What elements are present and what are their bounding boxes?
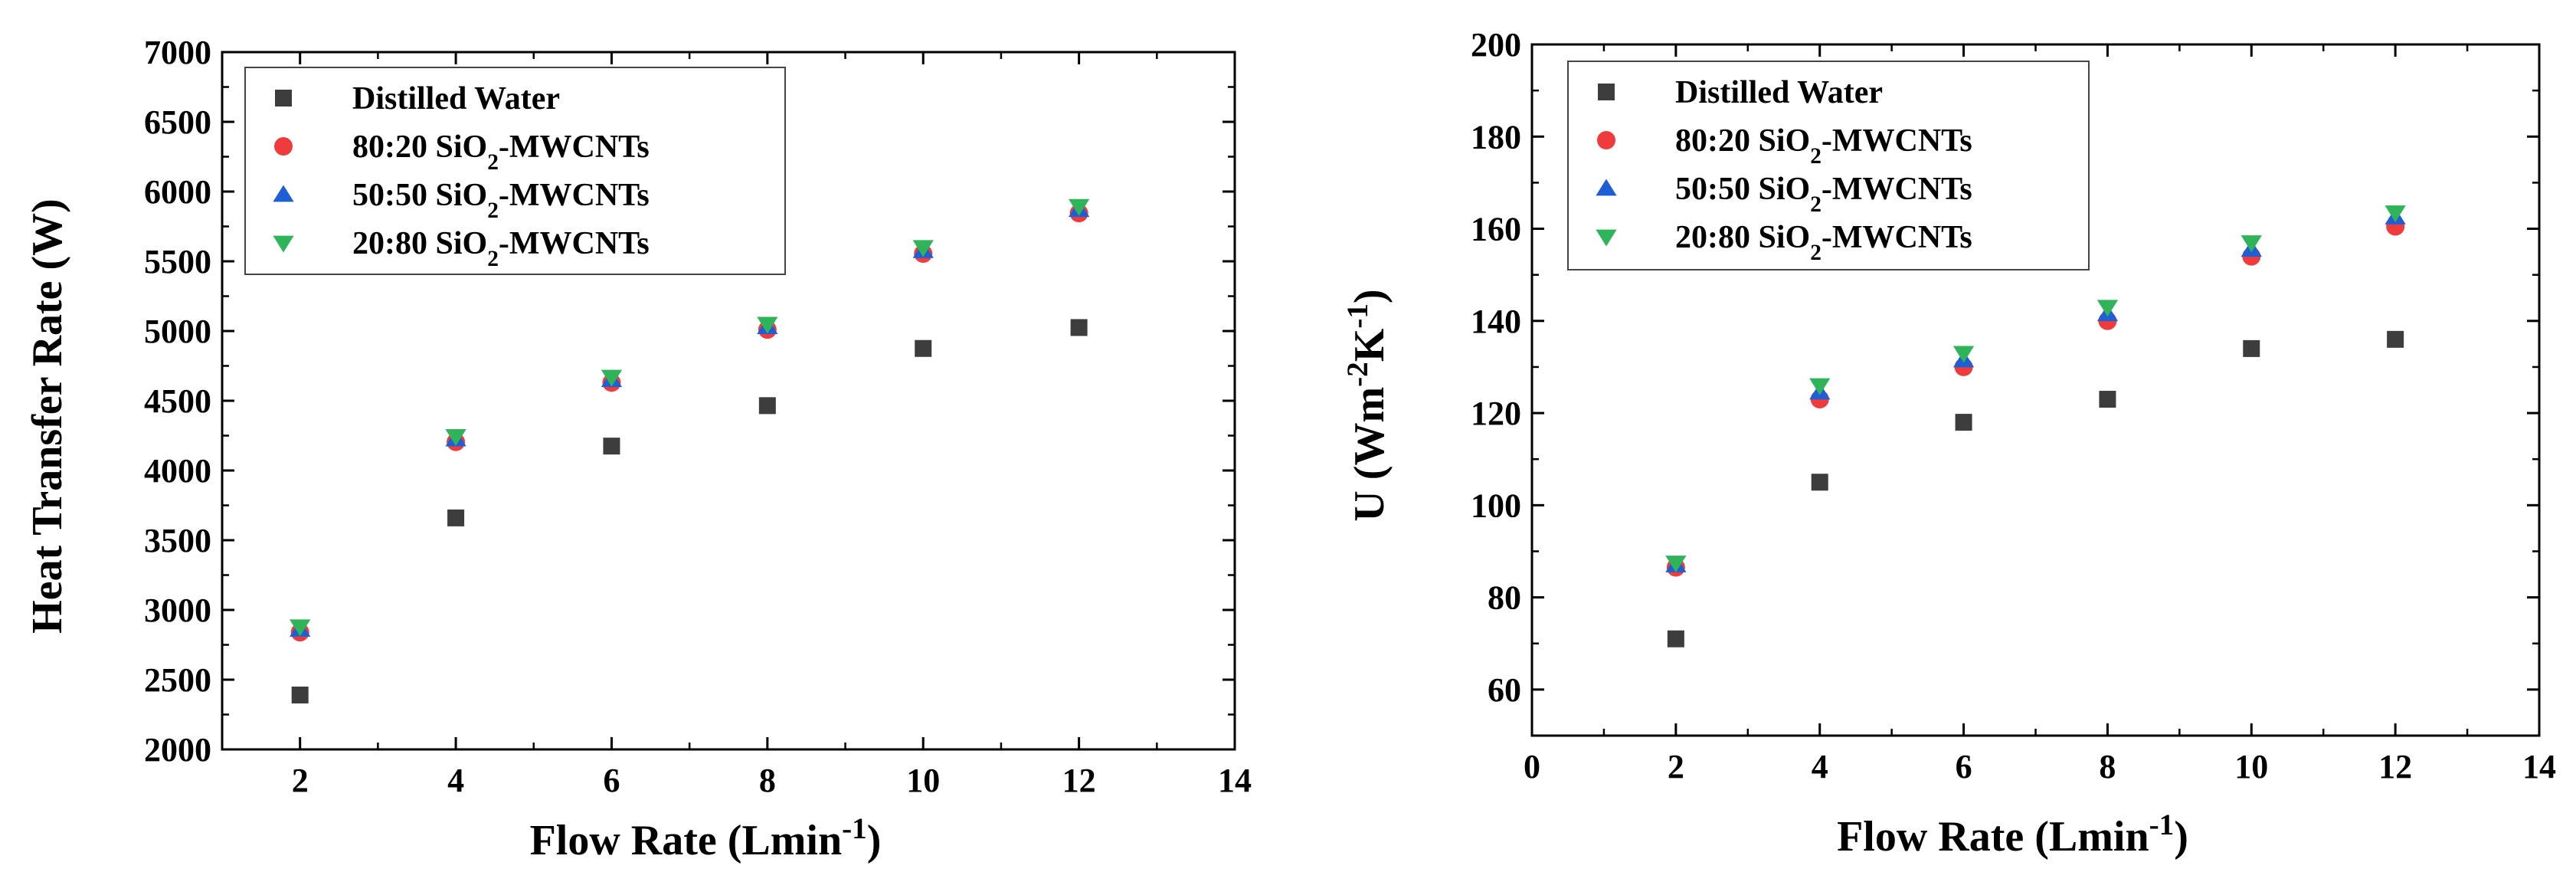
data-point [1068, 198, 1090, 216]
x-tick-label: 4 [447, 762, 464, 799]
legend-label: 20:80 SiO2-MWCNTs [1675, 220, 1972, 265]
data-point [1952, 346, 1975, 363]
y-axis-title: U (Wm-2K-1) [1341, 289, 1394, 521]
series-3 [1665, 205, 2406, 573]
legend-marker [274, 137, 293, 156]
data-point [2385, 205, 2406, 223]
x-tick-label: 14 [1218, 762, 1252, 799]
y-axis-title: Heat Transfer Rate (W) [24, 198, 71, 634]
data-point [445, 429, 466, 446]
data-point [1955, 414, 1972, 431]
y-tick-label: 4000 [144, 452, 211, 490]
data-point [915, 339, 932, 357]
y-tick-label: 100 [1471, 487, 1521, 524]
x-axis: 0 2 4 6 8 10 12 14 [1524, 44, 2556, 785]
y-tick-label: 2500 [144, 661, 211, 699]
x-tick-label: 6 [1956, 748, 1972, 785]
series-0 [1667, 330, 2404, 647]
x-axis-title: Flow Rate (Lmin-1) [530, 812, 882, 865]
data-point [447, 509, 465, 526]
legend-label: 80:20 SiO2-MWCNTs [352, 129, 650, 175]
legend-marker [273, 235, 294, 253]
data-point [758, 397, 776, 415]
data-point [291, 687, 309, 704]
data-point [912, 240, 934, 257]
legend-box [1567, 61, 2090, 270]
chart-heat-transfer-rate: 2 4 6 8 10 12 14 2000 2500 3000 3500 4000 4500 5000 55… [24, 34, 1252, 864]
legend-marker [1596, 179, 1617, 196]
legend-marker [275, 90, 292, 107]
data-point [1070, 319, 1088, 336]
legend-label: 50:50 SiO2-MWCNTs [1675, 172, 1972, 217]
y-tick-label: 5500 [144, 243, 211, 280]
chart-overall-heat-transfer-coefficient: 0 2 4 6 8 10 12 14 60 80 100 120 140 160 180 200 Flow Ra… [1341, 26, 2557, 861]
data-point [1811, 474, 1828, 491]
y-tick-label: 80 [1488, 579, 1521, 617]
y-tick-label: 3000 [144, 592, 211, 629]
data-point [601, 369, 623, 387]
legend-box [244, 67, 786, 275]
legend-marker [1598, 84, 1615, 100]
y-tick-label: 2000 [144, 731, 211, 769]
series-3 [290, 198, 1090, 637]
y-axis: 2000 2500 3000 3500 4000 4500 5000 5500 6000 6500… [144, 34, 1235, 769]
x-axis-title: Flow Rate (Lmin-1) [1837, 808, 2188, 861]
data-point [1667, 630, 1684, 647]
legend-marker [1596, 229, 1617, 247]
data-point [1809, 378, 1831, 395]
y-tick-label: 6000 [144, 173, 211, 211]
legend-marker [273, 185, 294, 202]
x-tick-label: 6 [603, 762, 620, 799]
series-0 [291, 319, 1088, 704]
x-tick-label: 10 [906, 762, 940, 799]
y-tick-label: 60 [1488, 671, 1521, 709]
x-tick-label: 2 [292, 762, 309, 799]
y-tick-label: 6500 [144, 103, 211, 141]
y-tick-label: 200 [1471, 26, 1521, 64]
legend-label: Distilled Water [1675, 75, 1883, 110]
x-tick-label: 8 [759, 762, 776, 799]
x-tick-label: 4 [1812, 748, 1828, 785]
x-tick-label: 14 [2522, 748, 2556, 785]
y-tick-label: 5000 [144, 313, 211, 350]
y-tick-label: 140 [1471, 303, 1521, 340]
y-tick-label: 7000 [144, 34, 211, 71]
legend-marker [1597, 131, 1615, 149]
y-tick-label: 160 [1471, 211, 1521, 248]
data-point [2240, 235, 2262, 253]
y-tick-label: 4500 [144, 382, 211, 420]
y-tick-label: 180 [1471, 118, 1521, 156]
x-tick-label: 0 [1524, 748, 1540, 785]
data-point [603, 438, 620, 455]
series-1 [1666, 217, 2405, 577]
data-point [2096, 300, 2119, 317]
y-tick-label: 120 [1471, 395, 1521, 432]
data-point [2387, 330, 2404, 348]
legend-label: Distilled Water [352, 81, 560, 116]
data-point [757, 316, 778, 334]
data-point [2099, 391, 2116, 408]
x-tick-label: 10 [2234, 748, 2268, 785]
y-axis: 60 80 100 120 140 160 180 200 [1471, 26, 2539, 709]
x-tick-label: 12 [1062, 762, 1096, 799]
x-tick-label: 12 [2378, 748, 2412, 785]
x-tick-label: 2 [1668, 748, 1684, 785]
legend-label: 50:50 SiO2-MWCNTs [352, 178, 650, 223]
legend-label: 20:80 SiO2-MWCNTs [352, 226, 650, 271]
data-point [1665, 556, 1687, 573]
x-tick-label: 8 [2099, 748, 2116, 785]
data-point [290, 619, 311, 637]
legend-label: 80:20 SiO2-MWCNTs [1675, 123, 1972, 169]
data-point [2243, 339, 2260, 357]
x-axis: 2 4 6 8 10 12 14 [292, 52, 1252, 799]
y-tick-label: 3500 [144, 522, 211, 559]
